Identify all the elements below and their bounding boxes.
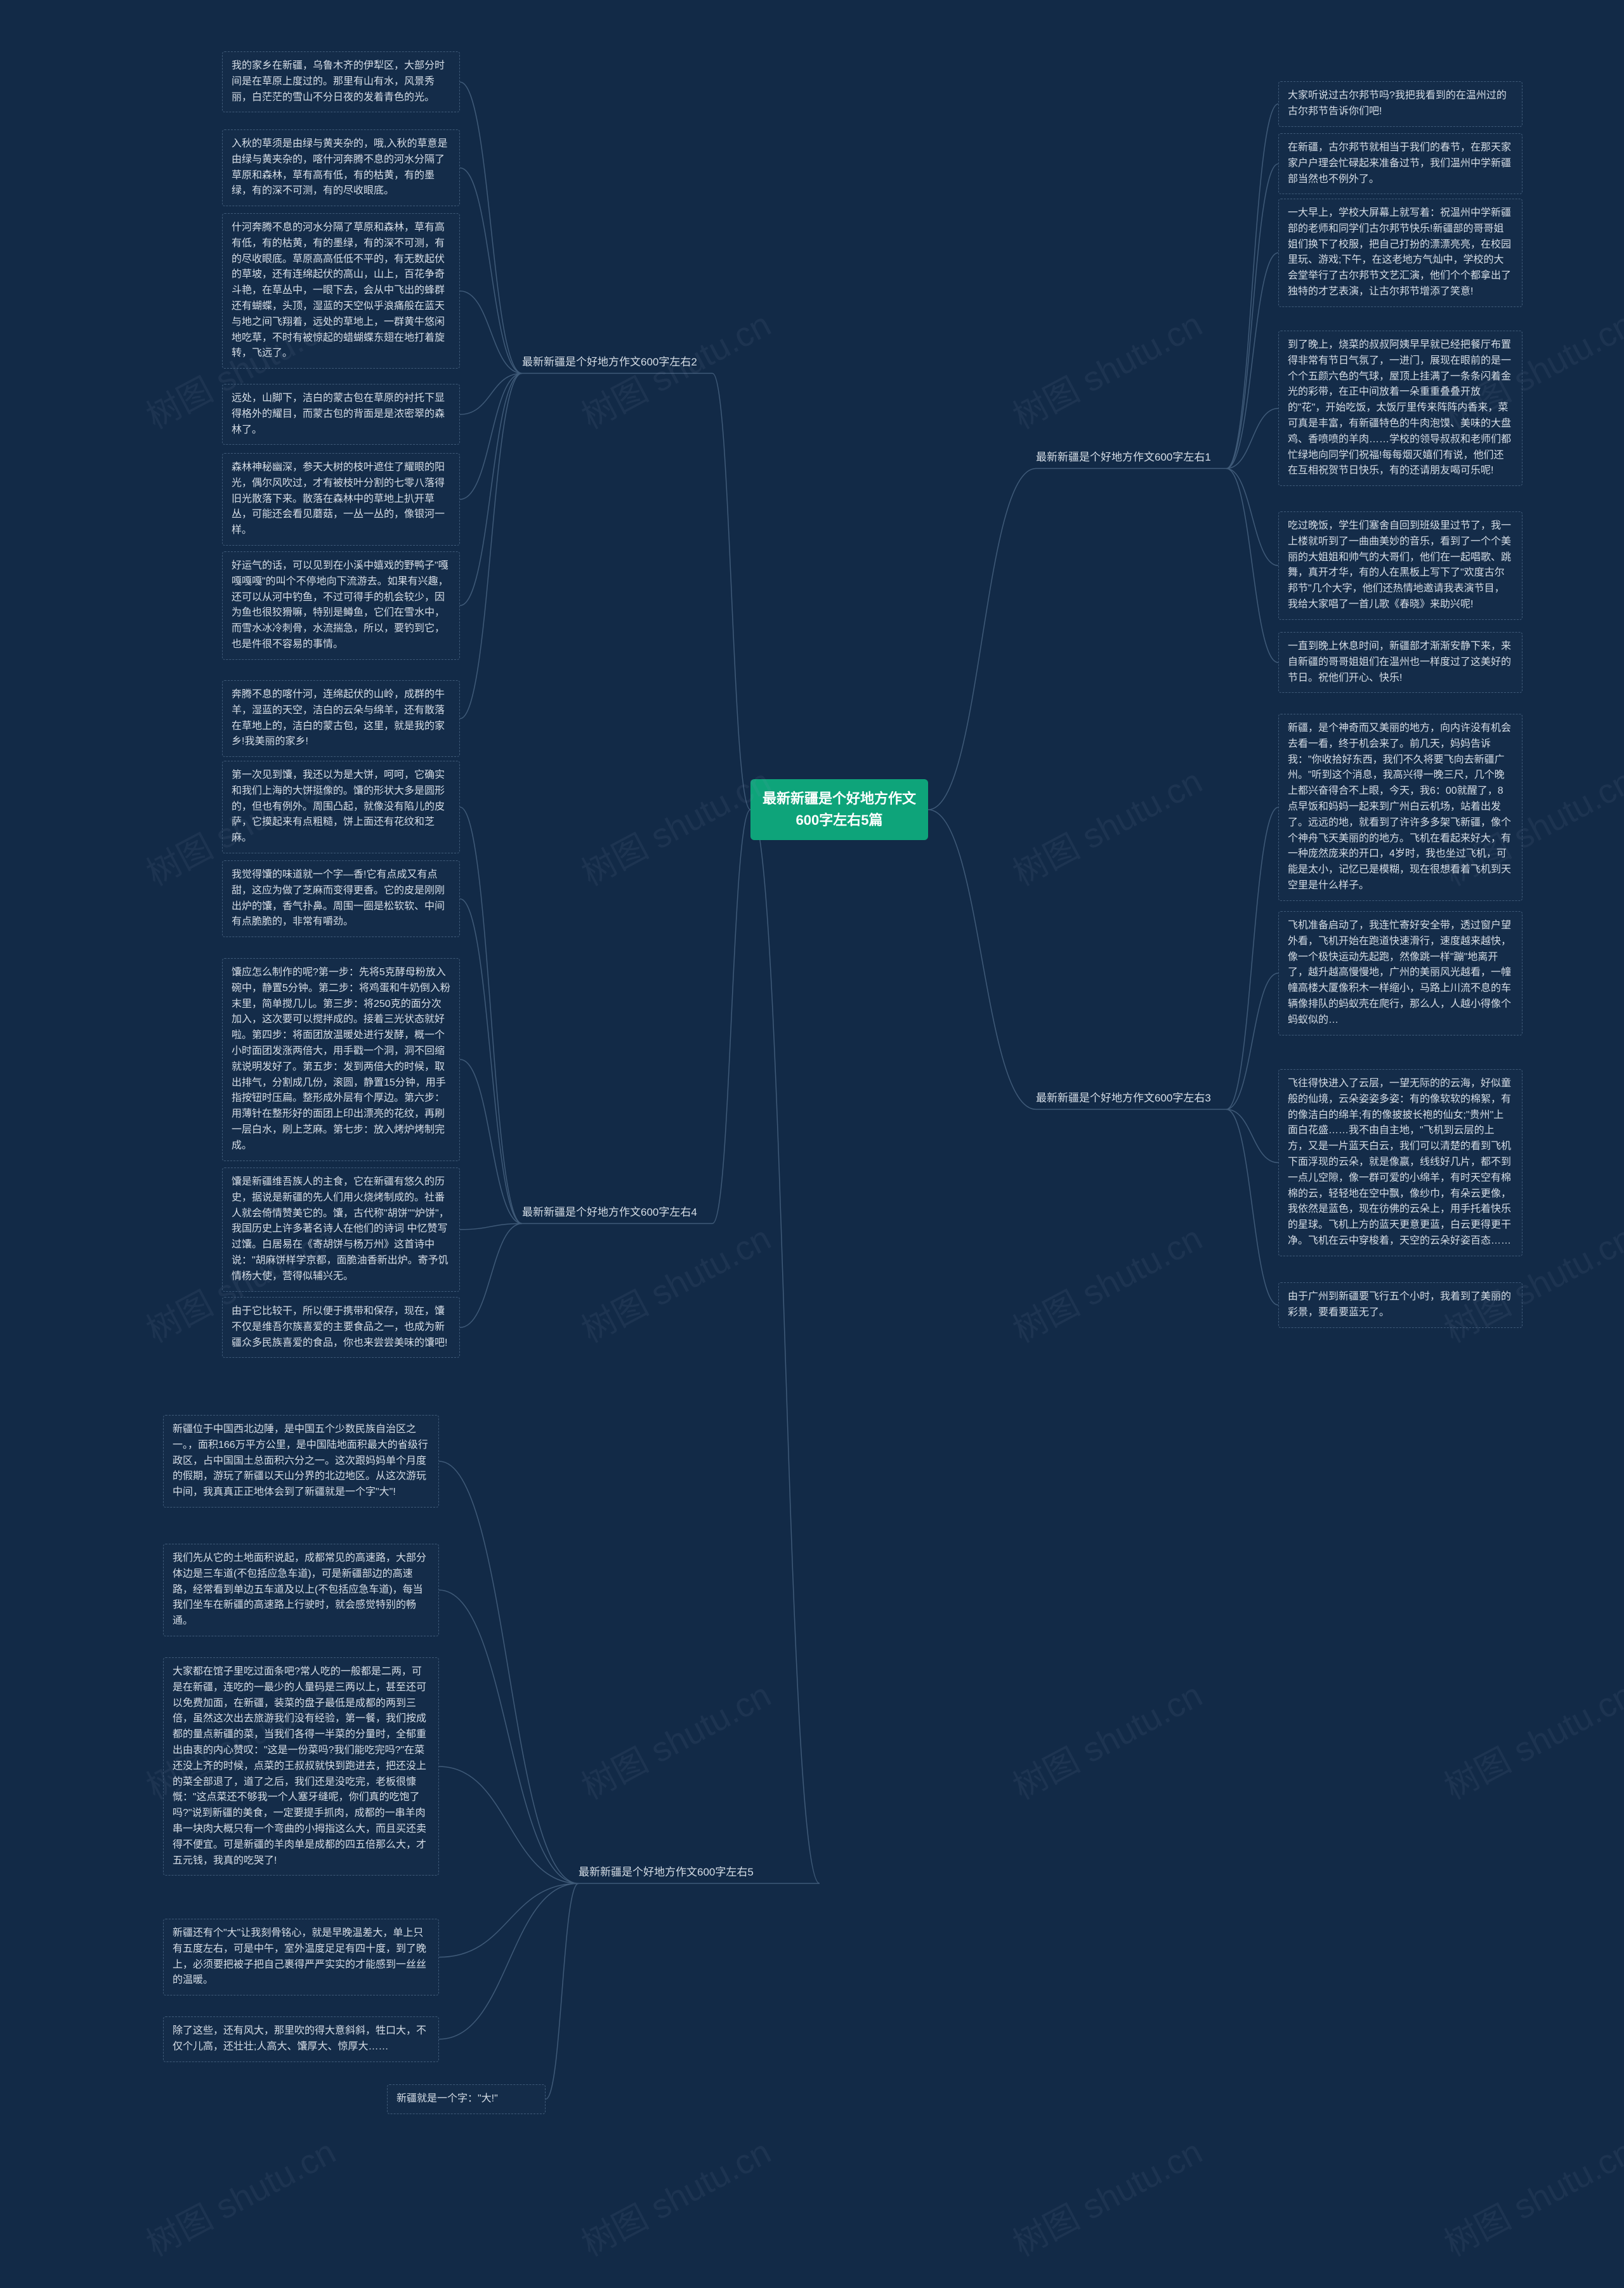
watermark: 树图 shutu.cn bbox=[1003, 2124, 1210, 2266]
leaf-b1-3: 到了晚上，烧菜的叔叔阿姨早早就已经把餐厅布置得非常有节日气氛了，一进门，展现在眼… bbox=[1278, 331, 1522, 486]
leaf-b2-5: 好运气的话，可以见到在小溪中嬉戏的野鸭子"嘎嘎嘎嘎"的叫个不停地向下流游去。如果… bbox=[222, 551, 460, 660]
branch-label-b5: 最新新疆是个好地方作文600字左右5 bbox=[579, 1864, 820, 1881]
watermark: 树图 shutu.cn bbox=[136, 2124, 343, 2266]
watermark: 树图 shutu.cn bbox=[572, 1667, 778, 1809]
leaf-b2-1: 入秋的草须是由绿与黄夹杂的，哦,入秋的草意是由绿与黄夹杂的，喀什河奔腾不息的河水… bbox=[222, 129, 460, 206]
watermark: 树图 shutu.cn bbox=[1434, 2124, 1624, 2266]
leaf-b1-1: 在新疆，古尔邦节就相当于我们的春节，在那天家家户户理会忙碌起来准备过节，我们温州… bbox=[1278, 133, 1522, 194]
leaf-b2-6: 奔腾不息的喀什河，连绵起伏的山岭，成群的牛羊，湿蓝的天空，洁白的云朵与绵羊，还有… bbox=[222, 680, 460, 757]
mindmap-canvas: 最新新疆是个好地方作文600字左右5篇树图 shutu.cn树图 shutu.c… bbox=[0, 0, 1624, 2288]
watermark: 树图 shutu.cn bbox=[1003, 1667, 1210, 1809]
branch-label-b3: 最新新疆是个好地方作文600字左右3 bbox=[1036, 1090, 1226, 1107]
leaf-b1-0: 大家听说过古尔邦节吗?我把我看到的在温州过的古尔邦节告诉你们吧! bbox=[1278, 81, 1522, 127]
leaf-b5-1: 我们先从它的土地面积说起，成都常见的高速路，大部分体边是三车道(不包括应急车道)… bbox=[163, 1544, 439, 1636]
branch-label-b1: 最新新疆是个好地方作文600字左右1 bbox=[1036, 449, 1226, 466]
leaf-b5-4: 除了这些，还有风大，那里吹的得大意斜斜，牲口大，不仅个儿高，还壮壮;人高大、馕厚… bbox=[163, 2016, 439, 2062]
leaf-b1-5: 一直到晚上休息时间，新疆部才渐渐安静下来，来自新疆的哥哥姐姐们在温州也一样度过了… bbox=[1278, 632, 1522, 693]
watermark: 树图 shutu.cn bbox=[1434, 1667, 1624, 1809]
leaf-b5-0: 新疆位于中国西北边陲，是中国五个少数民族自治区之一。，面积166万平方公里，是中… bbox=[163, 1415, 439, 1508]
leaf-b4-0: 第一次见到馕，我还以为是大饼，呵呵，它确实和我们上海的大饼挺像的。馕的形状大多是… bbox=[222, 761, 460, 853]
leaf-b2-2: 什河奔腾不息的河水分隔了草原和森林，草有高有低，有的枯黄，有的墨绿，有的深不可测… bbox=[222, 213, 460, 369]
leaf-b4-3: 馕是新疆维吾族人的主食，它在新疆有悠久的历史，据说是新疆的先人们用火烧烤制成的。… bbox=[222, 1167, 460, 1292]
watermark: 树图 shutu.cn bbox=[1003, 1211, 1210, 1352]
branch-label-b2: 最新新疆是个好地方作文600字左右2 bbox=[522, 354, 712, 371]
leaf-b2-4: 森林神秘幽深，参天大树的枝叶遮住了耀眼的阳光，偶尔风吹过，才有被枝叶分割的七零八… bbox=[222, 453, 460, 546]
leaf-b2-3: 远处，山脚下，洁白的蒙古包在草原的衬托下显得格外的耀目，而蒙古包的背面是是浓密翠… bbox=[222, 384, 460, 445]
leaf-b5-3: 新疆还有个"大"让我刻骨铭心，就是早晚温差大，单上只有五度左右，可是中午，室外温… bbox=[163, 1919, 439, 1995]
root-node: 最新新疆是个好地方作文600字左右5篇 bbox=[750, 779, 928, 840]
leaf-b3-1: 飞机准备启动了，我连忙寄好安全带，透过窗户望外看，飞机开始在跑道快速滑行，速度越… bbox=[1278, 911, 1522, 1036]
leaf-b3-0: 新疆，是个神奇而又美丽的地方，向内许没有机会去看一看，终于机会来了。前几天，妈妈… bbox=[1278, 714, 1522, 901]
leaf-b1-2: 一大早上，学校大屏幕上就写着：祝温州中学新疆部的老师和同学们古尔邦节快乐!新疆部… bbox=[1278, 199, 1522, 307]
leaf-b4-2: 馕应怎么制作的呢?第一步：先将5克酵母粉放入碗中，静置5分钟。第二步：将鸡蛋和牛… bbox=[222, 958, 460, 1161]
watermark: 树图 shutu.cn bbox=[1003, 297, 1210, 438]
leaf-b2-0: 我的家乡在新疆，乌鲁木齐的伊犁区，大部分时间是在草原上度过的。那里有山有水，风景… bbox=[222, 51, 460, 112]
leaf-b1-4: 吃过晚饭，学生们塞舍自回到班级里过节了，我一上楼就听到了一曲曲美妙的音乐，看到了… bbox=[1278, 511, 1522, 620]
branch-label-b4: 最新新疆是个好地方作文600字左右4 bbox=[522, 1204, 712, 1221]
watermark: 树图 shutu.cn bbox=[572, 754, 778, 895]
leaf-b5-5: 新疆就是一个字："大!" bbox=[387, 2084, 546, 2114]
leaf-b3-3: 由于广州到新疆要飞行五个小时，我着到了美丽的彩景，要看要蓝无了。 bbox=[1278, 1282, 1522, 1328]
watermark: 树图 shutu.cn bbox=[1003, 754, 1210, 895]
leaf-b3-2: 飞往得快进入了云层，一望无际的的云海，好似童般的仙境，云朵姿姿多姿：有的像软软的… bbox=[1278, 1069, 1522, 1256]
watermark: 树图 shutu.cn bbox=[572, 1211, 778, 1352]
leaf-b4-4: 由于它比较干，所以便于携带和保存，现在，馕不仅是维吾尔族喜爱的主要食品之一，也成… bbox=[222, 1297, 460, 1358]
watermark: 树图 shutu.cn bbox=[572, 2124, 778, 2266]
leaf-b5-2: 大家都在馆子里吃过面条吧?常人吃的一般都是二两，可是在新疆，连吃的一最少的人量码… bbox=[163, 1657, 439, 1876]
leaf-b4-1: 我觉得馕的味道就一个字—香!它有点成又有点甜，这应为做了芝麻而变得更香。它的皮是… bbox=[222, 860, 460, 937]
